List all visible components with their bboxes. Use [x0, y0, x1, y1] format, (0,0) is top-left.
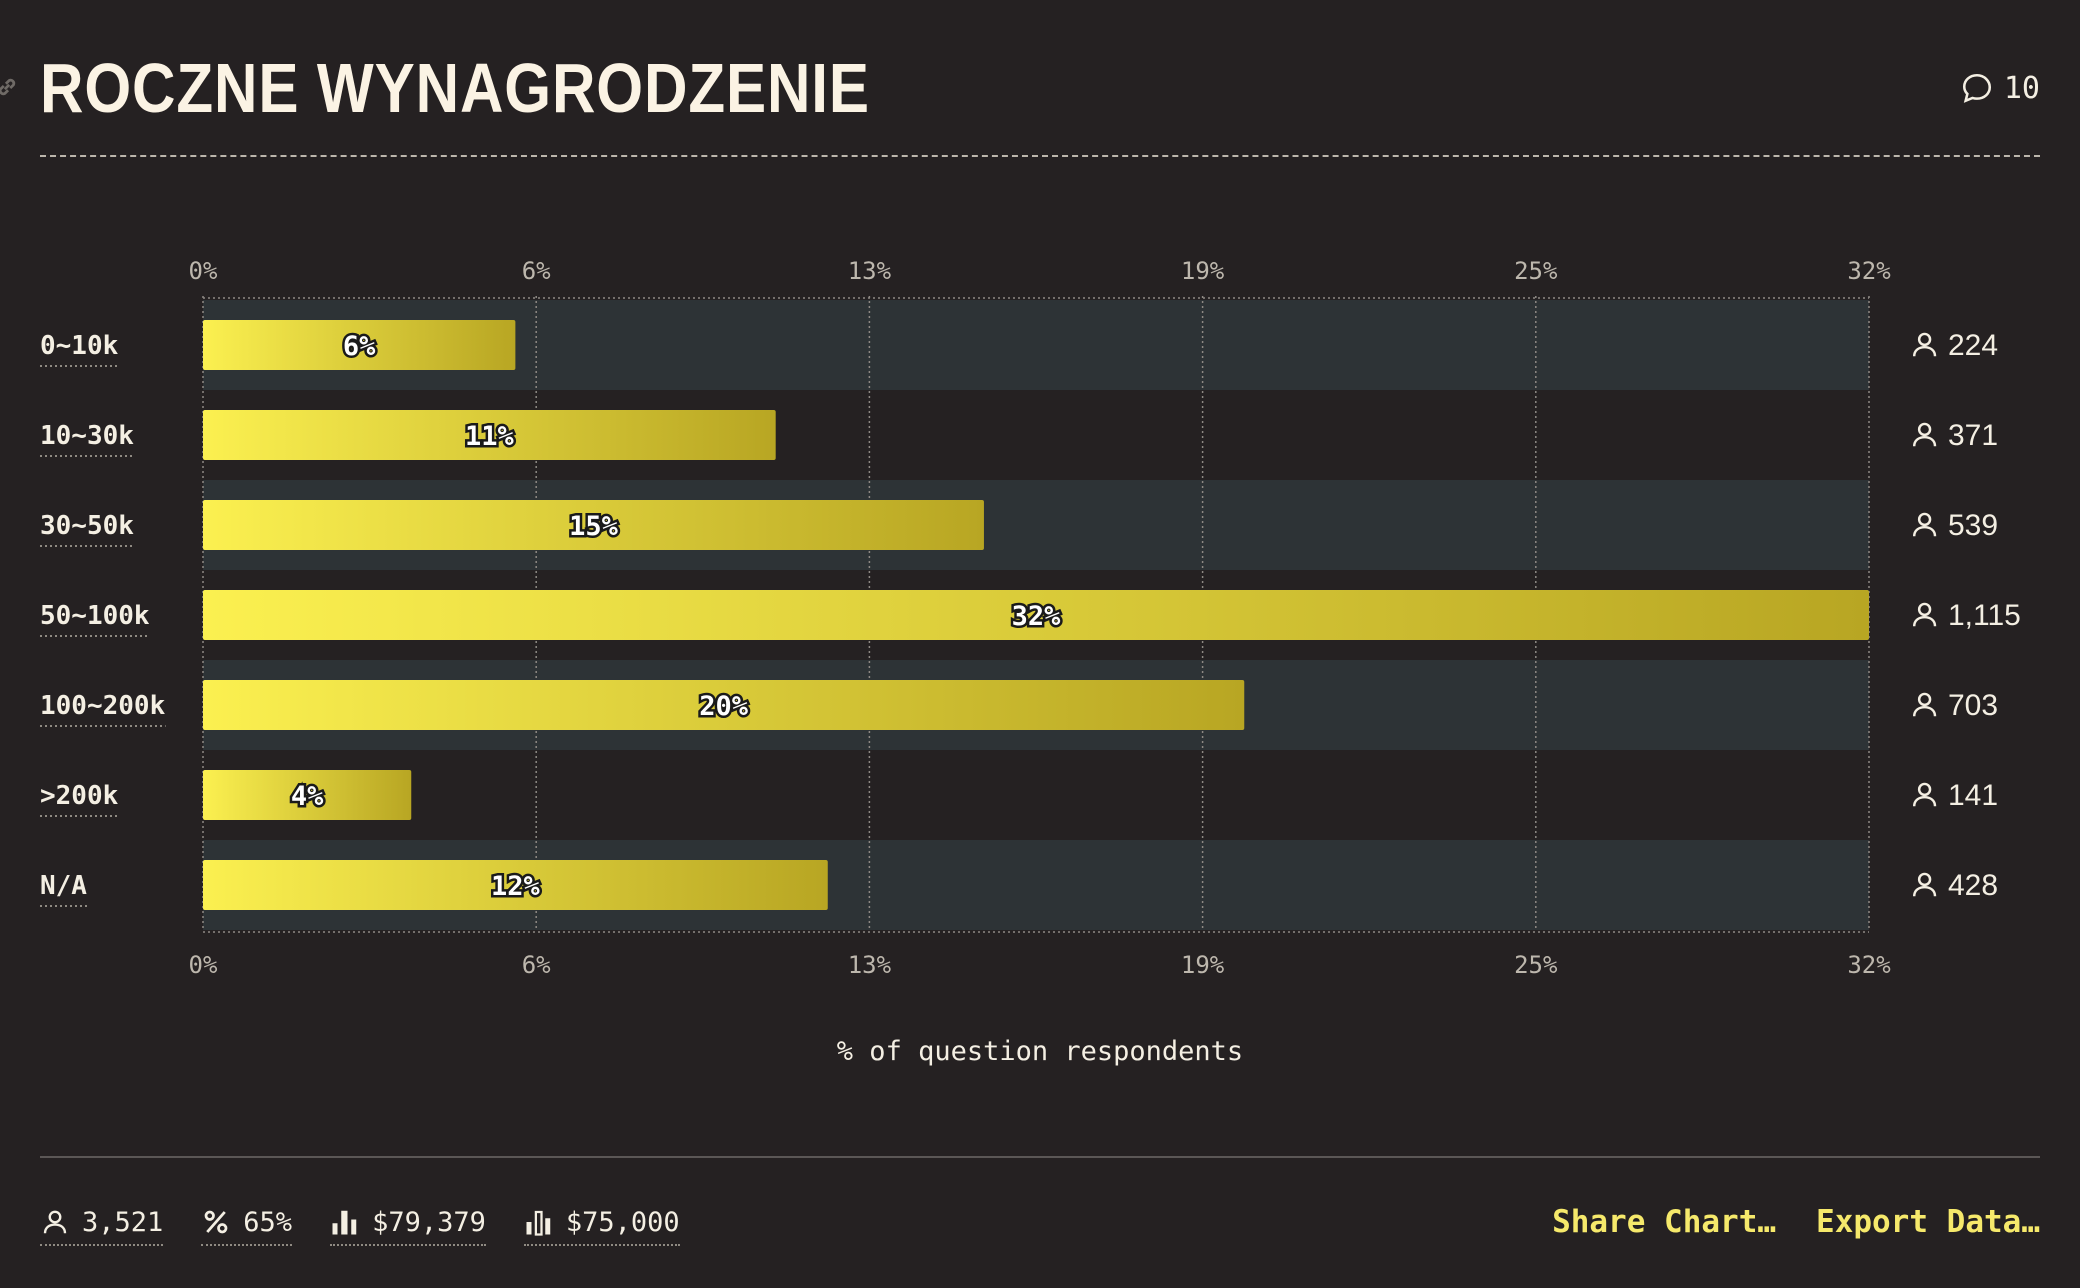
bar-value-label: 20%: [699, 691, 749, 722]
comment-count: 10: [2003, 70, 2040, 106]
bar-value-label: 12%: [491, 871, 541, 902]
person-icon: [1912, 422, 1937, 448]
bar: [203, 680, 1245, 730]
bar-value-label: 32%: [1012, 601, 1062, 632]
person-icon: [1912, 872, 1937, 898]
bar: [203, 770, 412, 820]
percent-icon: [204, 1210, 228, 1234]
bar-value-label: 4%: [291, 781, 324, 812]
bar-value-label: 15%: [569, 511, 619, 542]
person-icon: [1912, 512, 1937, 538]
category-label: 30~50k: [40, 511, 134, 541]
x-tick-label-bottom: 13%: [848, 951, 892, 979]
stat-total-respondents[interactable]: 3,521: [40, 1200, 164, 1246]
stat-average[interactable]: $79,379: [330, 1200, 486, 1246]
category-label: 100~200k: [40, 691, 166, 721]
category-label: 0~10k: [40, 331, 119, 361]
bar-chart: 6% 11% 15% 32% 20% 4% 12% 0% 6% 13% 19% 25% 32% 0% 6…: [40, 257, 2021, 979]
x-tick-label-bottom: 19%: [1181, 951, 1225, 979]
stat-value: 65%: [243, 1206, 293, 1238]
category-label: N/A: [40, 871, 87, 901]
person-icon: [1912, 782, 1937, 808]
bar: [203, 500, 984, 550]
x-tick-label-bottom: 0%: [189, 951, 218, 979]
x-axis-title: % of question respondents: [836, 1036, 1244, 1067]
respondent-count: 141: [1948, 779, 1998, 812]
comments-button[interactable]: 10: [1960, 66, 2040, 110]
average-bars-icon: [332, 1210, 357, 1235]
footer-divider: [40, 1156, 2040, 1158]
export-data-link[interactable]: Export Data…: [1816, 1204, 2040, 1240]
person-icon: [1912, 692, 1937, 718]
bar: [203, 410, 776, 460]
x-tick-label-top: 25%: [1514, 257, 1558, 285]
stat-value: $79,379: [372, 1206, 486, 1238]
x-tick-label-top: 32%: [1847, 257, 1891, 285]
stat-response-rate[interactable]: 65%: [201, 1200, 293, 1246]
x-tick-label-top: 13%: [848, 257, 892, 285]
person-icon: [1912, 602, 1937, 628]
respondent-count: 703: [1948, 689, 1998, 722]
comment-icon: [1962, 73, 1991, 103]
x-tick-label-bottom: 32%: [1847, 951, 1891, 979]
stat-median[interactable]: $75,000: [523, 1200, 680, 1246]
page-title: ROCZNE WYNAGRODZENIE: [40, 49, 870, 127]
chart-actions: Share Chart… Export Data…: [1552, 1200, 2040, 1244]
respondent-count: 371: [1948, 419, 1998, 452]
bar: [203, 860, 828, 910]
link-icon[interactable]: [0, 74, 20, 100]
respondent-count: 1,115: [1948, 599, 2021, 632]
category-label: 10~30k: [40, 421, 134, 451]
bar-value-label: 6%: [343, 331, 376, 362]
x-tick-label-bottom: 6%: [522, 951, 551, 979]
bar: [203, 320, 516, 370]
header-divider: [40, 155, 2040, 157]
x-tick-label-top: 19%: [1181, 257, 1225, 285]
person-icon: [43, 1210, 67, 1234]
bar-value-label: 11%: [465, 421, 515, 452]
category-label: 50~100k: [40, 601, 150, 631]
stat-value: $75,000: [565, 1206, 680, 1238]
share-chart-link[interactable]: Share Chart…: [1552, 1204, 1777, 1240]
respondent-count: 539: [1948, 509, 1998, 542]
x-tick-label-bottom: 25%: [1514, 951, 1558, 979]
x-tick-label-top: 0%: [189, 257, 218, 285]
summary-stats: 3,521 65% $79,379 $75,000: [40, 1200, 680, 1246]
respondent-count: 224: [1948, 329, 1998, 362]
respondent-count: 428: [1948, 869, 1998, 902]
median-bars-icon: [526, 1210, 551, 1236]
person-icon: [1912, 332, 1937, 358]
category-label: >200k: [40, 781, 119, 811]
bar: [203, 590, 1869, 640]
x-tick-label-top: 6%: [522, 257, 551, 285]
stat-value: 3,521: [82, 1206, 164, 1238]
